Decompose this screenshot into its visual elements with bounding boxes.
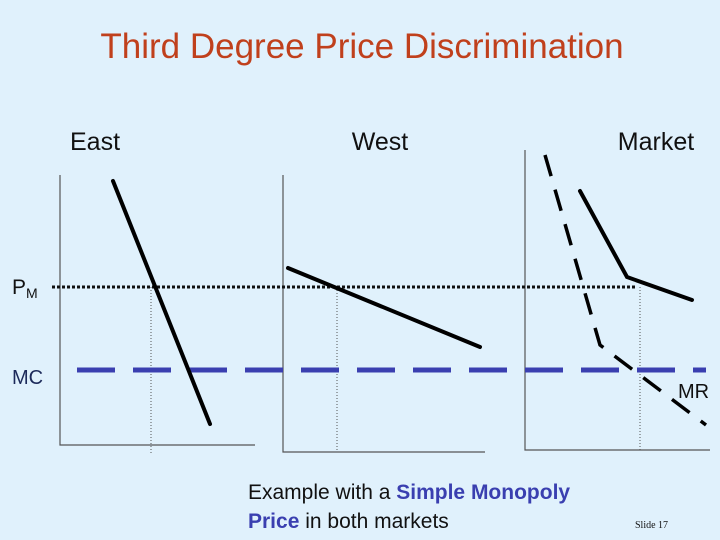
panel-label: West [352, 128, 409, 156]
axis [59, 175, 255, 446]
panel-label: Market [618, 128, 694, 156]
mc-label: MC [12, 367, 43, 389]
panel-label: East [70, 128, 120, 156]
caption-text: in both markets [305, 510, 449, 533]
caption-line: Example with a Simple Monopoly [248, 481, 570, 504]
pm-subscript: M [26, 285, 38, 301]
axis [282, 175, 485, 453]
caption-emphasis: Price [248, 510, 299, 533]
mr-label: MR [678, 381, 709, 403]
slide-number: Slide 17 [635, 520, 668, 531]
caption-text: Example with a [248, 481, 391, 504]
demand-west [286, 266, 482, 349]
caption-emphasis: Simple Monopoly [396, 481, 570, 504]
pm-letter: P [12, 276, 26, 299]
demand-east [111, 179, 212, 426]
caption-line: Price in both markets [248, 510, 449, 533]
demand-market [578, 189, 694, 302]
axis [524, 150, 710, 451]
mr-market [543, 154, 708, 427]
pm-label: PM [12, 276, 38, 301]
title: Third Degree Price Discrimination [100, 27, 623, 66]
